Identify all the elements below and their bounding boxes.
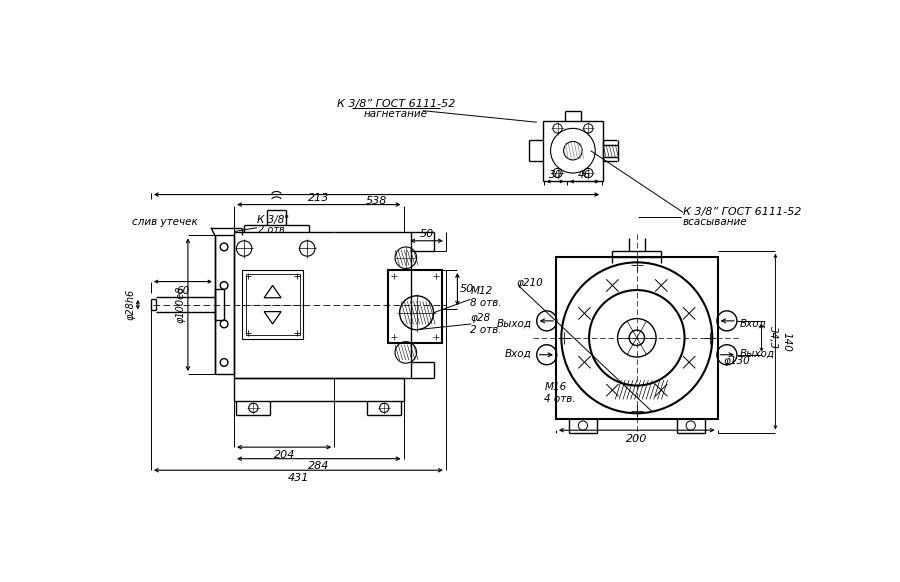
Bar — [543, 120, 603, 181]
Text: 284: 284 — [308, 462, 329, 471]
Bar — [388, 270, 442, 343]
Bar — [556, 257, 717, 418]
Text: φ210: φ210 — [517, 278, 544, 288]
Text: всасывание: всасывание — [683, 217, 748, 226]
Text: 50: 50 — [460, 284, 473, 294]
Text: нагнетание: нагнетание — [364, 109, 428, 119]
Text: 60: 60 — [176, 286, 190, 296]
Text: 30: 30 — [549, 171, 562, 180]
Text: 2 отв.: 2 отв. — [257, 225, 287, 235]
Bar — [246, 274, 300, 335]
Text: 213: 213 — [308, 193, 329, 204]
Text: 46: 46 — [578, 171, 591, 180]
Text: К 3/8” ГОСТ 6111-52: К 3/8” ГОСТ 6111-52 — [683, 207, 801, 217]
Text: 34,3: 34,3 — [768, 327, 778, 349]
Text: φ100e8: φ100e8 — [176, 286, 185, 324]
Text: К 3/8” ГОСТ 6111-52: К 3/8” ГОСТ 6111-52 — [337, 100, 455, 109]
Text: Выход: Выход — [739, 348, 774, 358]
Text: Выход: Выход — [496, 319, 531, 329]
Text: M16
4 отв.: M16 4 отв. — [544, 382, 576, 404]
Text: φ130: φ130 — [723, 356, 750, 366]
Text: 538: 538 — [366, 196, 387, 206]
Text: M12
8 отв.: M12 8 отв. — [471, 286, 502, 308]
Text: слив утечек: слив утечек — [132, 217, 198, 228]
Text: 50: 50 — [419, 229, 434, 239]
Text: 200: 200 — [626, 434, 647, 445]
Text: φ28h6: φ28h6 — [125, 289, 135, 320]
Text: Вход: Вход — [739, 319, 766, 329]
Text: 431: 431 — [288, 473, 309, 483]
Text: 140: 140 — [781, 332, 791, 352]
Bar — [242, 270, 303, 339]
Text: 204: 204 — [274, 450, 295, 460]
Text: φ28
2 отв.: φ28 2 отв. — [471, 313, 502, 335]
Text: К 3/8": К 3/8" — [256, 215, 289, 225]
Text: Вход: Вход — [505, 348, 531, 358]
